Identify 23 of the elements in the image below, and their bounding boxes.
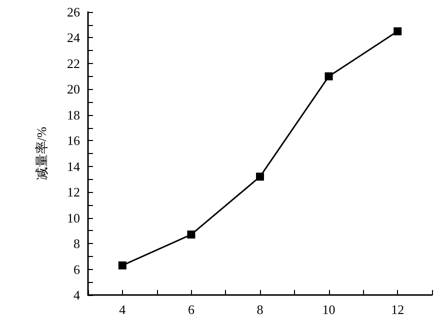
x-tick-label: 12 bbox=[391, 302, 404, 317]
x-tick-label: 8 bbox=[256, 302, 264, 317]
y-tick-label: 8 bbox=[74, 236, 80, 252]
point bbox=[187, 230, 196, 239]
point bbox=[324, 72, 333, 80]
y-axis-title: 减量率/% bbox=[34, 126, 49, 180]
y-tick-label: 6 bbox=[74, 262, 80, 277]
point bbox=[394, 27, 402, 36]
point bbox=[256, 172, 264, 181]
y-tick-label: 16 bbox=[67, 133, 80, 148]
y-tick-label: 22 bbox=[67, 56, 80, 71]
y-tick-label: 20 bbox=[67, 82, 80, 97]
y-tick-label: 14 bbox=[67, 158, 80, 174]
x-tick-label: 4 bbox=[119, 302, 126, 317]
y-tick-label: 24 bbox=[67, 30, 80, 46]
y-tick-label: 10 bbox=[67, 210, 80, 226]
y-tick-label: 12 bbox=[67, 184, 80, 200]
y-tick-label: 26 bbox=[67, 4, 80, 20]
y-tick-label: 4 bbox=[74, 288, 80, 302]
point bbox=[118, 261, 126, 270]
x-tick-label: 10 bbox=[322, 302, 336, 317]
y-tick-label: 18 bbox=[67, 107, 80, 122]
x-tick-label: 6 bbox=[188, 302, 195, 317]
